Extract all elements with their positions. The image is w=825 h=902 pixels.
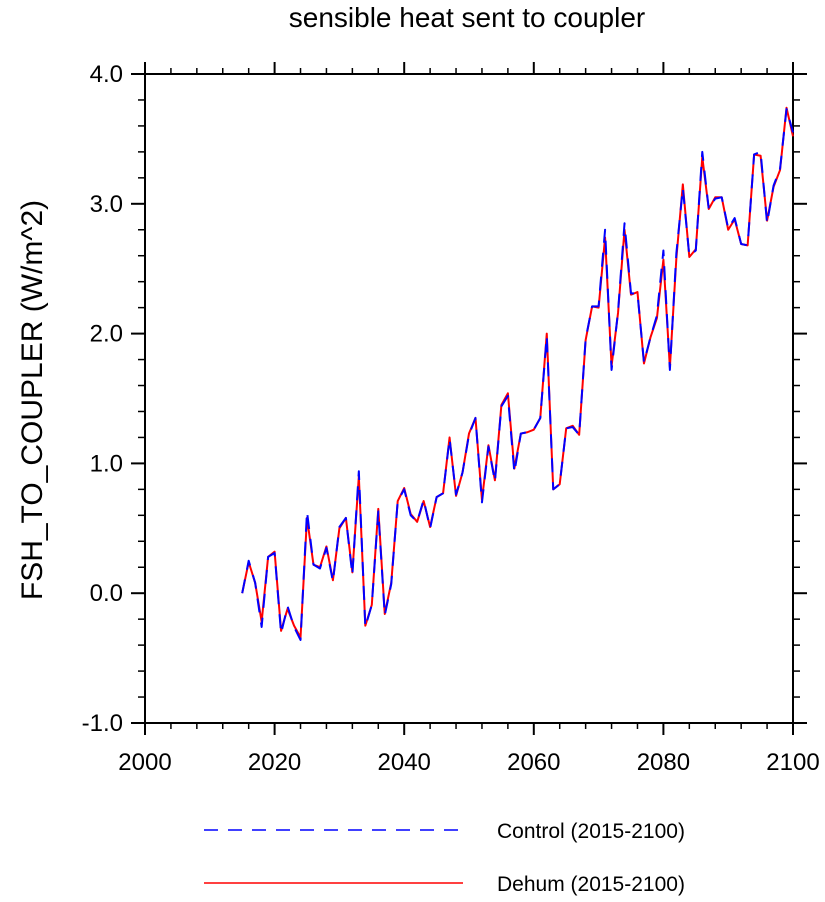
series-line-dehum <box>241 106 794 639</box>
legend-label-control: Control (2015-2100) <box>497 820 685 843</box>
plot-frame <box>144 73 794 724</box>
x-tick-label: 2040 <box>378 749 431 776</box>
y-tick-label: 0.0 <box>90 580 123 607</box>
y-tick-label: -1.0 <box>82 710 123 737</box>
x-tick-label: 2000 <box>118 749 171 776</box>
x-tick-label: 2080 <box>637 749 690 776</box>
legend-label-dehum: Dehum (2015-2100) <box>497 873 685 896</box>
legend: Control (2015-2100) Dehum (2015-2100) <box>204 820 685 896</box>
x-tick-label: 2020 <box>248 749 301 776</box>
y-tick-label: 2.0 <box>90 321 123 348</box>
y-tick-label: 4.0 <box>90 61 123 88</box>
series-lines <box>241 106 794 641</box>
y-tick-label: 1.0 <box>90 450 123 477</box>
x-tick-label: 2060 <box>507 749 560 776</box>
axis-tick-labels: 2000 2020 2040 2060 2080 2100 -1.0 0.0 1.0 2.0 3.0… <box>82 61 820 776</box>
chart-title: sensible heat sent to coupler <box>289 2 645 33</box>
axis-ticks <box>131 62 807 735</box>
series-line-control <box>241 108 794 641</box>
y-axis-label: FSH_TO_COUPLER (W/m^2) <box>16 200 49 600</box>
y-tick-label: 3.0 <box>90 191 123 218</box>
x-tick-label: 2100 <box>766 749 819 776</box>
